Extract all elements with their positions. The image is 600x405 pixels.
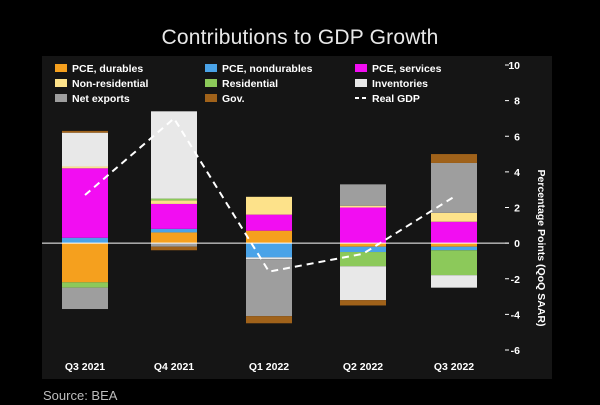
gdp-line-layer (84, 116, 455, 273)
legend-label: Non-residential (72, 78, 149, 90)
x-tick-label: Q2 2022 (343, 361, 383, 373)
bar-inventories-0 (62, 132, 108, 167)
x-tick-label: Q3 2021 (65, 361, 105, 373)
legend-label: Real GDP (372, 93, 420, 105)
chart-panel: Q3 2021 Q4 2021 Q1 2022 Q2 2022 Q3 2022 10 8 6… (42, 56, 552, 379)
legend-swatch (355, 64, 367, 72)
bar-non_residential-2 (246, 196, 292, 215)
bar-non_residential-0 (62, 166, 108, 169)
y-tick-label: 6 (514, 131, 520, 143)
legend-label: PCE, nondurables (222, 63, 313, 75)
y-tick-label: 8 (514, 96, 520, 108)
legend-swatch (355, 79, 367, 87)
legend-swatch (55, 79, 67, 87)
x-tick-label: Q4 2021 (154, 361, 194, 373)
bar-inventories-3 (340, 266, 386, 301)
bar-non_residential-1 (151, 200, 197, 204)
legend-label: Inventories (372, 78, 428, 90)
bar-gov-4 (431, 154, 477, 163)
source-note: Source: BEA (43, 388, 118, 403)
bar-gov-3 (340, 300, 386, 306)
legend-swatch (205, 79, 217, 87)
y-tick-label: -2 (511, 274, 520, 286)
y-tick-label: -4 (511, 309, 520, 321)
bars-layer (62, 111, 477, 324)
bar-non_residential-3 (340, 205, 386, 208)
legend-label: Residential (222, 78, 278, 90)
bar-gov-0 (62, 130, 108, 133)
bar-pce_nondurables-0 (62, 237, 108, 244)
bar-pce_services-0 (62, 168, 108, 238)
y-tick-label: 0 (514, 238, 520, 250)
legend-swatch (205, 64, 217, 72)
bar-net_exports-3 (340, 184, 386, 206)
legend-swatch (55, 64, 67, 72)
legend-label: PCE, durables (72, 63, 143, 75)
legend-label: Net exports (72, 93, 130, 105)
bar-residential-1 (151, 198, 197, 201)
chart-title: Contributions to GDP Growth (161, 26, 439, 49)
bar-pce_services-2 (246, 214, 292, 231)
bar-non_residential-4 (431, 212, 477, 222)
bar-pce_services-1 (151, 203, 197, 229)
legend: PCE, durables PCE, nondurables PCE, servic… (55, 63, 442, 105)
x-tick-label: Q1 2022 (249, 361, 289, 373)
bar-pce_nondurables-1 (151, 228, 197, 233)
bar-pce_durables-2 (246, 230, 292, 244)
y-tick-label: 2 (514, 203, 520, 215)
bar-pce_durables-1 (151, 232, 197, 244)
y-tick-label: 10 (508, 60, 520, 72)
bar-net_exports-1 (151, 243, 197, 247)
bar-gov-2 (246, 316, 292, 324)
bar-inventories-1 (151, 111, 197, 199)
bar-net_exports-4 (431, 162, 477, 213)
bar-inventories-4 (431, 275, 477, 288)
y-tick-label: 4 (514, 167, 520, 179)
y-axis: 10 8 6 4 2 0 -2 -4 -6 (505, 60, 520, 357)
legend-label: Gov. (222, 93, 245, 105)
bar-pce_nondurables-3 (340, 246, 386, 253)
bar-net_exports-0 (62, 287, 108, 310)
bar-residential-4 (431, 250, 477, 276)
legend-swatch (205, 94, 217, 102)
stacked-bar-chart: Q3 2021 Q4 2021 Q1 2022 Q2 2022 Q3 2022 10 8 6… (42, 60, 547, 373)
bar-pce_services-3 (340, 207, 386, 244)
legend-swatch (55, 94, 67, 102)
real-gdp-line (84, 116, 455, 273)
bar-residential-0 (62, 282, 108, 288)
bar-pce_durables-0 (62, 243, 108, 283)
y-tick-label: -6 (511, 345, 520, 357)
x-axis: Q3 2021 Q4 2021 Q1 2022 Q2 2022 Q3 2022 (65, 361, 474, 373)
bar-pce_durables-4 (431, 243, 477, 247)
bar-pce_services-4 (431, 221, 477, 244)
bar-residential-3 (340, 252, 386, 267)
bar-inventories-2 (246, 257, 292, 260)
legend-label: PCE, services (372, 63, 442, 75)
y-axis-label: Percentage Points (QoQ SAAR) (535, 170, 547, 327)
bar-pce_durables-3 (340, 243, 386, 247)
x-tick-label: Q3 2022 (434, 361, 474, 373)
bar-gov-1 (151, 246, 197, 251)
bar-pce_nondurables-4 (431, 246, 477, 251)
